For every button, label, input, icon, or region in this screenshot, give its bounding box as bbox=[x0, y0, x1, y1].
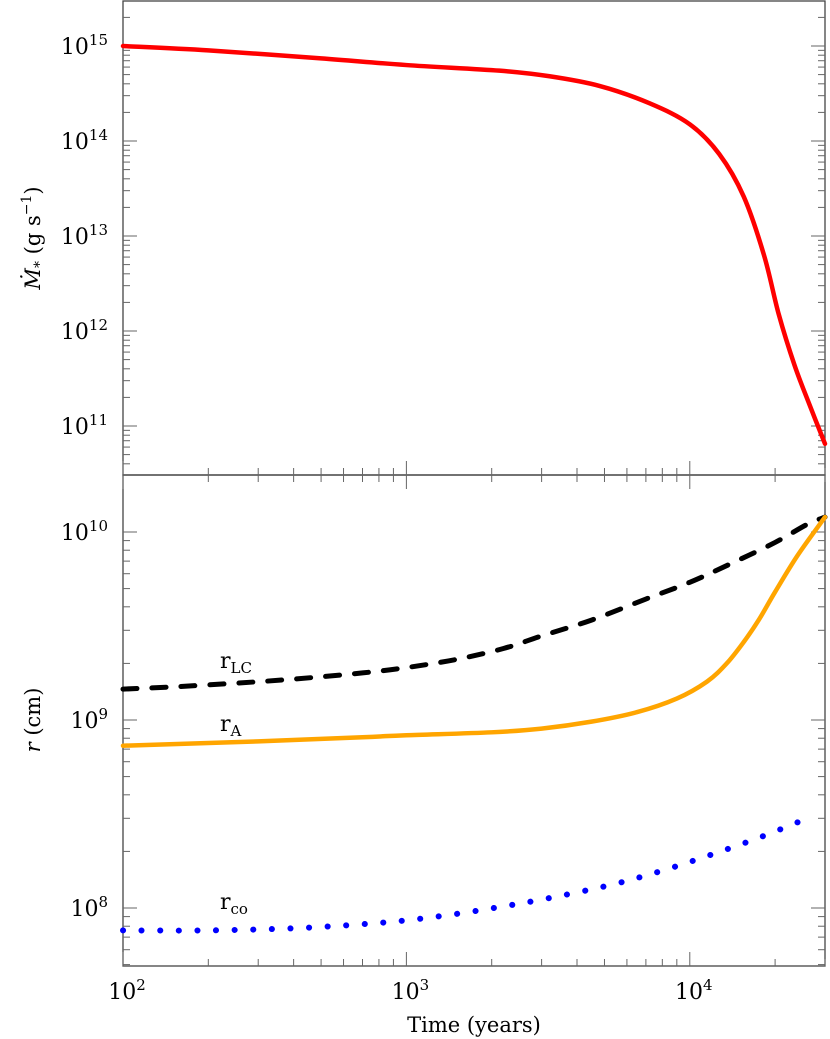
y-tick-label: 1011 bbox=[61, 411, 108, 440]
x-tick-label: 103 bbox=[392, 976, 430, 1005]
y-tick-label: 1015 bbox=[61, 31, 108, 60]
ylabel-symbol: r bbox=[21, 740, 45, 752]
ylabel-unit-exponent: −1 bbox=[19, 195, 35, 216]
ylabel-subscript: * bbox=[32, 261, 48, 268]
y-tick-label: 1013 bbox=[61, 221, 108, 250]
x-axis-label: Time (years) bbox=[407, 1013, 541, 1037]
ylabel-unit: (g s bbox=[21, 215, 45, 261]
mdot-curve bbox=[120, 43, 828, 447]
r-co-label: rco bbox=[220, 890, 248, 918]
bottom-ylabel: r (cm) bbox=[21, 688, 45, 753]
top-panel-series bbox=[120, 43, 828, 447]
ylabel-unit: (cm) bbox=[21, 688, 45, 743]
x-tick-label: 104 bbox=[675, 976, 713, 1005]
axis-ticks bbox=[122, 16, 826, 966]
axes-frames bbox=[122, 0, 826, 967]
r-a-label: rA bbox=[220, 712, 242, 740]
r-co-curve bbox=[120, 815, 811, 934]
ylabel-unit-close: ) bbox=[21, 186, 45, 194]
ylabel-symbol: Ṁ bbox=[21, 268, 45, 291]
y-tick-label: 1014 bbox=[61, 126, 108, 155]
x-tick-label: 102 bbox=[108, 976, 146, 1005]
r-lc-curve bbox=[120, 514, 828, 692]
y-tick-label: 108 bbox=[70, 893, 108, 922]
r-lc-label: rLC bbox=[220, 649, 252, 677]
top-plot-frame bbox=[122, 0, 826, 476]
y-tick-label: 1012 bbox=[61, 316, 108, 345]
bottom-panel-series: rLC rA rco bbox=[120, 514, 828, 934]
y-tick-label: 109 bbox=[70, 705, 108, 734]
y-tick-label: 1010 bbox=[61, 517, 108, 546]
r-a-curve bbox=[120, 514, 828, 748]
svg-text:Ṁ* (g s−1): Ṁ* (g s−1) bbox=[19, 186, 48, 290]
tick-labels: 1011 1012 1013 1014 1015 108 109 1010 102 103 104 bbox=[61, 31, 713, 1005]
svg-text:r (cm): r (cm) bbox=[21, 688, 45, 753]
top-ylabel: Ṁ* (g s−1) bbox=[19, 186, 48, 290]
